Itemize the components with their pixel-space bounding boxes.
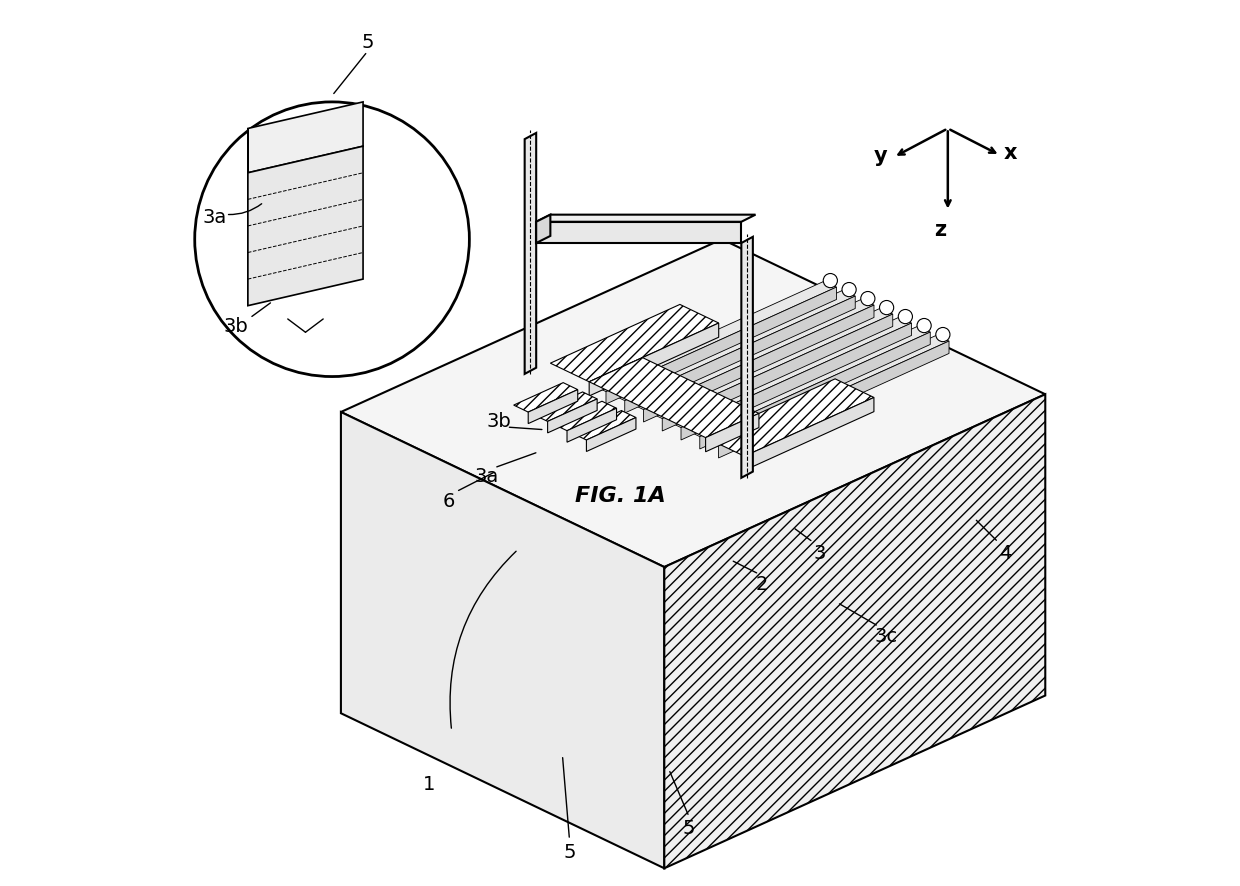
Polygon shape [589,358,759,438]
Polygon shape [644,305,874,422]
Text: 3: 3 [813,544,826,563]
Polygon shape [699,332,930,449]
Text: 3a: 3a [475,467,500,486]
Text: 5: 5 [563,843,575,862]
Text: 3b: 3b [224,316,249,336]
Text: FIG. 1A: FIG. 1A [574,486,666,506]
Text: 6: 6 [443,492,455,511]
Text: 3a: 3a [203,207,227,227]
Text: 3c: 3c [874,626,898,646]
Polygon shape [572,410,636,440]
Polygon shape [536,214,551,243]
Polygon shape [528,390,578,424]
Polygon shape [625,296,856,413]
Text: 5: 5 [683,819,696,838]
Polygon shape [248,102,363,173]
Polygon shape [744,398,874,470]
Polygon shape [553,401,616,431]
Text: y: y [874,145,888,166]
Text: 5: 5 [361,33,373,52]
Circle shape [879,300,894,315]
Polygon shape [551,305,719,382]
Circle shape [898,309,913,323]
Text: 2: 2 [755,575,768,595]
Polygon shape [567,408,616,442]
Circle shape [195,102,470,377]
Polygon shape [536,214,755,222]
Text: 1: 1 [423,774,435,794]
Polygon shape [341,239,1045,567]
Polygon shape [706,379,874,456]
Polygon shape [742,237,753,478]
Polygon shape [513,383,578,412]
Circle shape [861,291,875,306]
Polygon shape [631,299,874,409]
Polygon shape [665,394,1045,868]
Text: z: z [935,221,946,240]
Circle shape [918,318,931,332]
Polygon shape [662,314,893,431]
Circle shape [823,274,837,288]
Polygon shape [707,335,949,446]
Polygon shape [589,323,719,396]
Polygon shape [548,399,598,433]
Text: x: x [1004,144,1018,163]
Polygon shape [650,308,893,418]
Polygon shape [341,412,665,868]
Polygon shape [718,341,949,458]
Polygon shape [587,417,636,452]
Polygon shape [533,392,598,422]
Polygon shape [681,323,911,440]
Polygon shape [613,291,856,400]
Polygon shape [594,281,837,392]
Polygon shape [687,326,930,437]
Text: 3b: 3b [486,412,511,431]
Polygon shape [536,222,742,243]
Polygon shape [525,133,536,374]
Circle shape [936,328,950,342]
Polygon shape [706,414,759,452]
Circle shape [842,283,856,297]
Polygon shape [668,317,911,428]
Polygon shape [248,146,363,306]
Text: 4: 4 [999,544,1012,563]
Polygon shape [606,287,837,404]
